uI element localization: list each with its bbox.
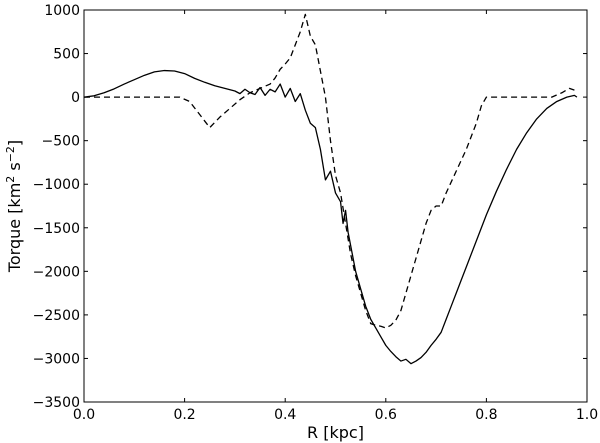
y-tick-label: −1000 (33, 177, 80, 193)
y-axis-ticks: 1000 500 0 −500 −1000 −1500 −2000 −2500 −3000 −35… (33, 3, 587, 411)
y-axis-label-prefix: Torque [km (5, 183, 24, 273)
x-axis-ticks: 0.0 0.2 0.4 0.6 0.8 1.0 (73, 10, 598, 423)
series-line-dashed (84, 13, 575, 329)
y-tick-label: −3000 (33, 351, 80, 367)
x-tick-label: 0.4 (274, 407, 296, 423)
y-axis-label-exp1: 2 (4, 176, 17, 183)
y-axis-label-exp2: −2 (4, 146, 17, 162)
x-tick-label: 0.8 (475, 407, 497, 423)
y-axis-label-mid: s (5, 162, 24, 175)
x-tick-label: 0.6 (375, 407, 397, 423)
plot-area (83, 13, 578, 365)
x-axis-label: R [kpc] (307, 423, 364, 442)
y-tick-label: 0 (71, 90, 80, 106)
y-tick-label: −1500 (33, 221, 80, 237)
x-tick-label: 0.0 (73, 407, 95, 423)
y-tick-label: −500 (42, 134, 80, 150)
y-tick-label: −2500 (33, 308, 80, 324)
plot-frame (83, 9, 588, 403)
y-axis-label: Torque [km2 s−2] (4, 140, 25, 273)
y-tick-label: 500 (53, 47, 80, 63)
y-axis-label-suffix: ] (5, 140, 24, 146)
y-tick-label: −3500 (33, 395, 80, 411)
y-tick-label: −2000 (33, 264, 80, 280)
x-tick-label: 0.2 (173, 407, 195, 423)
y-tick-label: 1000 (44, 3, 80, 19)
x-tick-label: 1.0 (576, 407, 598, 423)
